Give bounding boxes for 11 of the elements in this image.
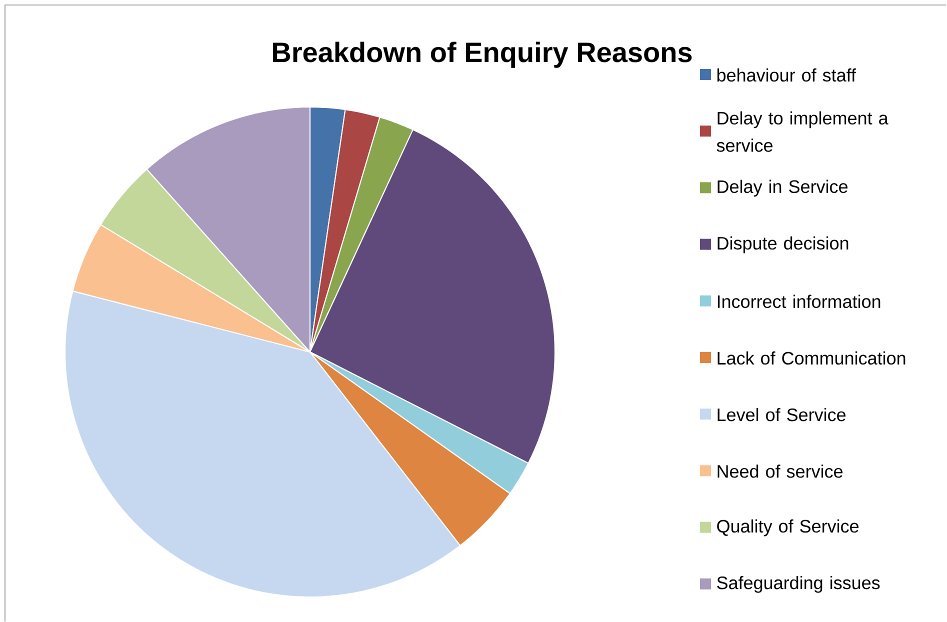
legend-label: behaviour of staff [717, 68, 856, 82]
chart-title: Breakdown of Enquiry Reasons [273, 42, 692, 68]
legend-label: Dispute decision [718, 236, 848, 254]
legend-label: Delay in Service [718, 180, 848, 197]
legend-label: Incorrect information [718, 294, 880, 308]
legend-label: Need of service [718, 464, 843, 478]
legend-label: Level of Service [718, 408, 846, 422]
legend-label: Safeguarding issues [717, 576, 880, 593]
legend-label: Quality of Service [717, 519, 859, 536]
legend-label: Delay to implement a service [716, 111, 888, 152]
legend-label: Lack of Communication [718, 351, 906, 365]
